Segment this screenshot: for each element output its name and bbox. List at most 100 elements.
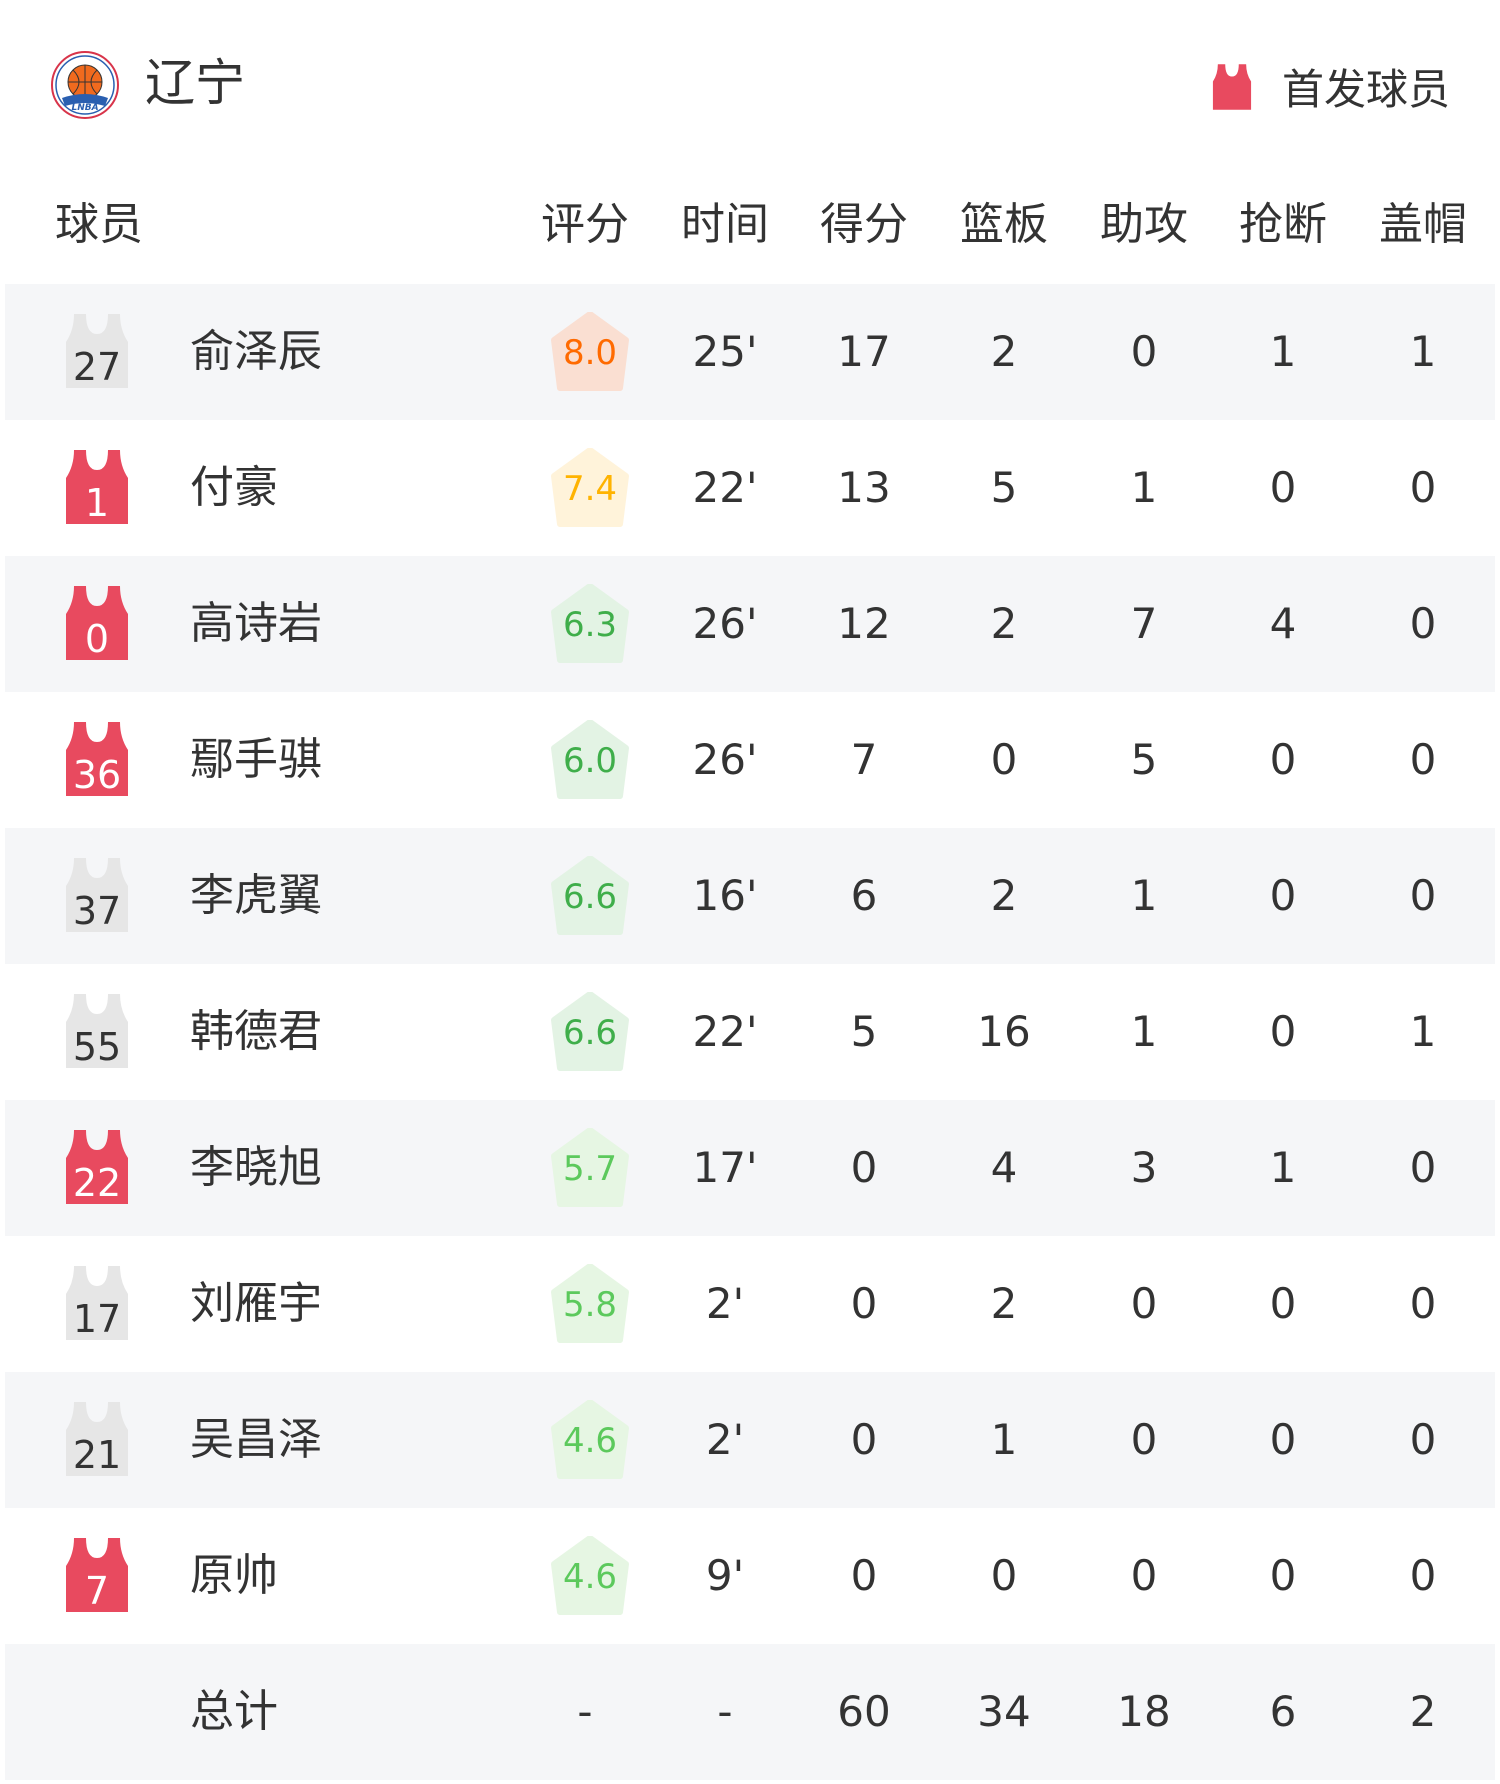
- blocks-cell: 0: [1409, 599, 1437, 648]
- rebounds-cell: 2: [990, 599, 1018, 648]
- time-cell: 17': [692, 1143, 758, 1192]
- time-cell: 2': [705, 1279, 745, 1328]
- assists-cell: 0: [1130, 1415, 1158, 1464]
- rating-badge: 8.0: [550, 312, 630, 392]
- player-name[interactable]: 李虎翼: [190, 870, 322, 921]
- jersey-number: 36: [73, 753, 121, 797]
- player-row[interactable]: 55 韩德君 6.6 22' 5 16 1 0 1: [5, 964, 1495, 1100]
- assists-cell: 5: [1130, 735, 1158, 784]
- time-cell: 26': [692, 735, 758, 784]
- rebounds-cell: 5: [990, 463, 1018, 512]
- steals-cell: 0: [1269, 1279, 1297, 1328]
- time-cell: 9': [705, 1551, 745, 1600]
- rating-value: 5.7: [562, 1149, 618, 1189]
- rating-value: 4.6: [562, 1421, 618, 1461]
- player-name[interactable]: 高诗岩: [190, 598, 322, 649]
- total-label: 总计: [190, 1686, 278, 1737]
- player-name[interactable]: 原帅: [190, 1550, 278, 1601]
- rebounds-cell: 34: [977, 1687, 1031, 1736]
- team-header: LNBA 辽宁 首发球员: [0, 0, 1500, 170]
- team-logo: LNBA: [51, 51, 119, 119]
- assists-cell: 7: [1130, 599, 1158, 648]
- assists-cell: 0: [1130, 327, 1158, 376]
- points-cell: 17: [837, 327, 891, 376]
- rating-badge: 6.6: [550, 992, 630, 1072]
- col-assists: 助攻: [1100, 199, 1188, 250]
- blocks-cell: 0: [1409, 1143, 1437, 1192]
- blocks-cell: 0: [1409, 1279, 1437, 1328]
- jersey-icon: 0: [66, 586, 128, 661]
- player-row[interactable]: 37 李虎翼 6.6 16' 6 2 1 0 0: [5, 828, 1495, 964]
- jersey-icon: 37: [66, 858, 128, 933]
- rating-badge: 7.4: [550, 448, 630, 528]
- blocks-cell: 1: [1409, 1007, 1437, 1056]
- jersey-icon: 36: [66, 722, 128, 797]
- rating-badge: 4.6: [550, 1536, 630, 1616]
- rating-badge: 5.8: [550, 1264, 630, 1344]
- points-cell: 0: [850, 1143, 878, 1192]
- rating-badge: 6.3: [550, 584, 630, 664]
- blocks-cell: 1: [1409, 327, 1437, 376]
- player-row[interactable]: 22 李晓旭 5.7 17' 0 4 3 1 0: [5, 1100, 1495, 1236]
- steals-cell: 0: [1269, 871, 1297, 920]
- time-cell: 22': [692, 463, 758, 512]
- assists-cell: 0: [1130, 1551, 1158, 1600]
- player-row[interactable]: 0 高诗岩 6.3 26' 12 2 7 4 0: [5, 556, 1495, 692]
- steals-cell: 0: [1269, 463, 1297, 512]
- assists-cell: 3: [1130, 1143, 1158, 1192]
- col-steals: 抢断: [1239, 199, 1327, 250]
- player-name[interactable]: 鄢手骐: [190, 734, 322, 785]
- jersey-icon: 1: [66, 450, 128, 525]
- rebounds-cell: 0: [990, 735, 1018, 784]
- team-name: 辽宁: [145, 54, 245, 112]
- legend-label: 首发球员: [1281, 65, 1450, 114]
- jersey-number: 22: [73, 1161, 121, 1205]
- points-cell: 0: [850, 1551, 878, 1600]
- jersey-number: 55: [73, 1025, 121, 1069]
- player-row[interactable]: 36 鄢手骐 6.0 26' 7 0 5 0 0: [5, 692, 1495, 828]
- player-name[interactable]: 俞泽辰: [190, 326, 322, 377]
- player-row[interactable]: 21 吴昌泽 4.6 2' 0 1 0 0 0: [5, 1372, 1495, 1508]
- jersey-icon: 7: [66, 1538, 128, 1613]
- steals-cell: 4: [1269, 599, 1297, 648]
- player-row[interactable]: 17 刘雁宇 5.8 2' 0 2 0 0 0: [5, 1236, 1495, 1372]
- jersey-icon: 21: [66, 1402, 128, 1477]
- steals-cell: 0: [1269, 1007, 1297, 1056]
- jersey-icon: [1212, 63, 1252, 110]
- assists-cell: 1: [1130, 871, 1158, 920]
- player-row[interactable]: 1 付豪 7.4 22' 13 5 1 0 0: [5, 420, 1495, 556]
- blocks-cell: 0: [1409, 463, 1437, 512]
- player-name[interactable]: 刘雁宇: [190, 1278, 322, 1329]
- col-points: 得分: [820, 199, 908, 250]
- steals-cell: 0: [1269, 1551, 1297, 1600]
- rebounds-cell: 2: [990, 327, 1018, 376]
- jersey-icon: 17: [66, 1266, 128, 1341]
- assists-cell: 0: [1130, 1279, 1158, 1328]
- blocks-cell: 0: [1409, 1551, 1437, 1600]
- player-name[interactable]: 付豪: [190, 462, 278, 513]
- player-name[interactable]: 李晓旭: [190, 1142, 322, 1193]
- col-player: 球员: [55, 199, 143, 250]
- steals-cell: 1: [1269, 327, 1297, 376]
- points-cell: 0: [850, 1415, 878, 1464]
- rating-badge: 6.0: [550, 720, 630, 800]
- points-cell: 13: [837, 463, 891, 512]
- blocks-cell: 0: [1409, 735, 1437, 784]
- points-cell: 0: [850, 1279, 878, 1328]
- steals-cell: 0: [1269, 735, 1297, 784]
- steals-cell: 0: [1269, 1415, 1297, 1464]
- time-cell: 16': [692, 871, 758, 920]
- rating-value: 6.0: [562, 741, 618, 781]
- total-row: 总计 - - 60 34 18 6 2: [5, 1644, 1495, 1780]
- rebounds-cell: 16: [977, 1007, 1031, 1056]
- player-name[interactable]: 吴昌泽: [190, 1414, 322, 1465]
- player-row[interactable]: 27 俞泽辰 8.0 25' 17 2 0 1 1: [5, 284, 1495, 420]
- jersey-number: 27: [73, 345, 121, 389]
- col-blocks: 盖帽: [1379, 199, 1467, 250]
- assists-cell: 1: [1130, 1007, 1158, 1056]
- rebounds-cell: 1: [990, 1415, 1018, 1464]
- table-header: 球员 评分 时间 得分 篮板 助攻 抢断 盖帽: [0, 195, 1500, 255]
- jersey-icon: 27: [66, 314, 128, 389]
- player-row[interactable]: 7 原帅 4.6 9' 0 0 0 0 0: [5, 1508, 1495, 1644]
- player-name[interactable]: 韩德君: [190, 1006, 322, 1057]
